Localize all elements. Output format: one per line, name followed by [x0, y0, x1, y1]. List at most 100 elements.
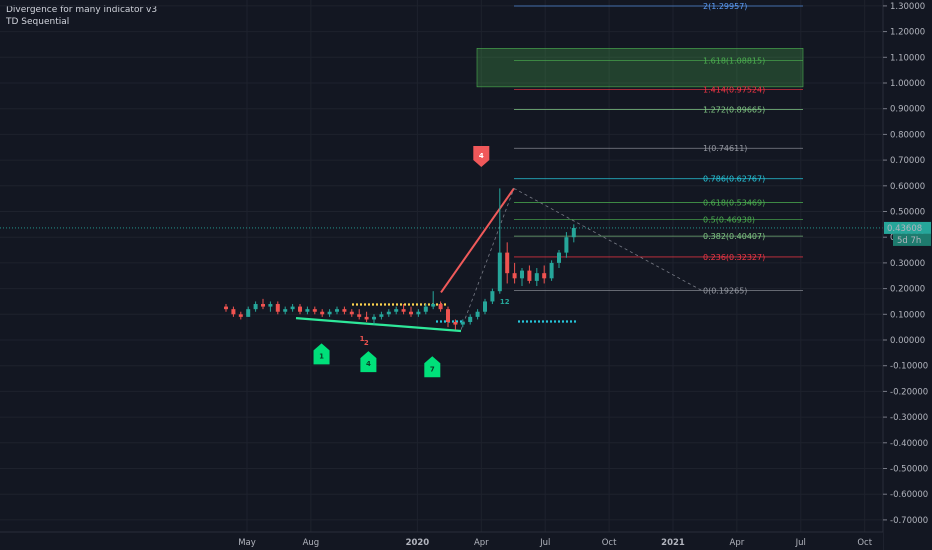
y-tick-label: -0.50000	[890, 465, 928, 475]
y-tick-label: -0.20000	[890, 387, 928, 397]
y-tick-label: 0.30000	[890, 259, 925, 269]
badge-label: 7	[430, 365, 435, 373]
fib-anchor-dashed-line	[460, 188, 515, 330]
x-tick-label: 2021	[661, 538, 685, 548]
x-tick-label: Jul	[795, 538, 806, 548]
fib-level-label: 0.786(0.62767)	[703, 175, 765, 184]
badge-shape	[473, 145, 490, 167]
legend-indicator-td-sequential: TD Sequential	[6, 17, 70, 27]
fib-target-rectangle	[476, 48, 804, 88]
y-tick-label: -0.70000	[890, 516, 928, 526]
current-price-label: 0.43608	[887, 224, 922, 234]
candle-body	[312, 309, 317, 312]
y-tick-label: -0.40000	[890, 439, 928, 449]
y-tick-label: 0.20000	[890, 285, 925, 295]
price-axis-bg	[883, 0, 932, 550]
x-tick-label: Apr	[730, 538, 745, 548]
candle-body	[261, 304, 265, 307]
legend-indicator-divergence: Divergence for many indicator v3	[6, 5, 158, 15]
y-tick-label: 1.10000	[890, 53, 925, 63]
fib-level-label: 0(0.19265)	[703, 286, 747, 295]
candle-body	[372, 316, 376, 320]
fib-level-label: 0.618(0.53469)	[703, 199, 765, 208]
badge-label: 1	[319, 352, 324, 360]
candle-body	[386, 311, 391, 315]
time-axis-bg	[0, 532, 883, 550]
fib-level-label: 2(1.29957)	[703, 2, 747, 11]
candle-body	[505, 252, 510, 274]
badge-label: 4	[366, 360, 371, 368]
candle-body	[497, 252, 502, 292]
candle-body	[364, 316, 369, 320]
candle-body	[275, 304, 280, 312]
fib-extension-levels: 2(1.29957) 1.618(1.08815) 1.414(0.97524) 1.…	[514, 2, 803, 295]
candlestick-series	[224, 188, 576, 330]
candle-body	[468, 316, 473, 323]
y-tick-label: -0.30000	[890, 413, 928, 423]
candle-body	[483, 301, 487, 312]
candle-body	[460, 322, 465, 325]
y-tick-label: 0.80000	[890, 130, 925, 140]
y-tick-label: 1.20000	[890, 28, 925, 38]
candle-body	[401, 309, 406, 312]
y-tick-label: 0.10000	[890, 310, 925, 320]
candle-body	[475, 311, 480, 317]
candle-body	[490, 291, 495, 302]
time-axis[interactable]: May Aug 2020 Apr Jul Oct 2021 Apr Jul Oct	[0, 531, 883, 550]
bearish-divergence-line	[440, 187, 515, 294]
candle-body	[512, 273, 517, 279]
candle-body	[438, 304, 443, 310]
badge-shape	[313, 343, 330, 365]
candle-body	[283, 309, 288, 312]
candle-body	[320, 311, 325, 315]
fib-level-label: 1.414(0.97524)	[703, 85, 765, 94]
td-count-label: 12	[500, 298, 510, 306]
y-tick-label: -0.60000	[890, 490, 928, 500]
candle-body	[231, 309, 236, 315]
candle-body	[305, 309, 310, 312]
badge-shape	[424, 356, 441, 378]
candle-body	[246, 309, 251, 317]
y-tick-label: -0.10000	[890, 362, 928, 372]
td-buy-setup-badge: 4	[360, 351, 377, 373]
fib-level-label: 0.5(0.46938)	[703, 215, 755, 224]
td-buy-setup-badge: 1	[313, 343, 330, 365]
fib-level-label: 0.382(0.40407)	[703, 232, 765, 241]
candle-body	[527, 270, 532, 281]
candle-body	[357, 314, 362, 317]
candle-body	[564, 237, 569, 253]
x-tick-label: Apr	[474, 538, 489, 548]
y-tick-label: 0.50000	[890, 208, 925, 218]
y-tick-label: 0.00000	[890, 336, 925, 346]
chart-grid	[0, 0, 883, 532]
td-buy-setup-badge: 7	[424, 356, 441, 378]
candle-body	[453, 322, 458, 325]
x-tick-label: Aug	[303, 538, 320, 548]
candle-body	[268, 304, 273, 307]
bullish-divergence-line	[295, 317, 462, 333]
candle-body	[342, 309, 347, 312]
candle-body	[571, 227, 576, 238]
candle-body	[290, 306, 295, 310]
x-tick-label: Oct	[857, 538, 872, 548]
x-tick-label: May	[238, 538, 256, 548]
candle-body	[446, 309, 450, 323]
y-tick-label: 0.60000	[890, 182, 925, 192]
candle-body	[557, 252, 561, 263]
candle-body	[431, 304, 436, 307]
fib-level-label: 1.618(1.08815)	[703, 56, 765, 65]
badge-label: 4	[479, 152, 484, 160]
fib-level-label: 0.236(0.32327)	[703, 253, 765, 262]
candle-body	[520, 270, 524, 279]
y-tick-label: 0.90000	[890, 105, 925, 115]
candle-body	[416, 311, 421, 315]
price-axis[interactable]: 1.30000 1.20000 1.10000 1.00000 0.90000 0.800…	[882, 0, 932, 550]
candle-body	[379, 314, 384, 317]
x-tick-label: 2020	[406, 538, 430, 548]
td-count-label: 2	[364, 339, 369, 347]
y-tick-label: 0.70000	[890, 156, 925, 166]
chart-legend: Divergence for many indicator v3 TD Sequ…	[6, 4, 157, 28]
bar-countdown-label: 5d 7h	[897, 236, 921, 246]
